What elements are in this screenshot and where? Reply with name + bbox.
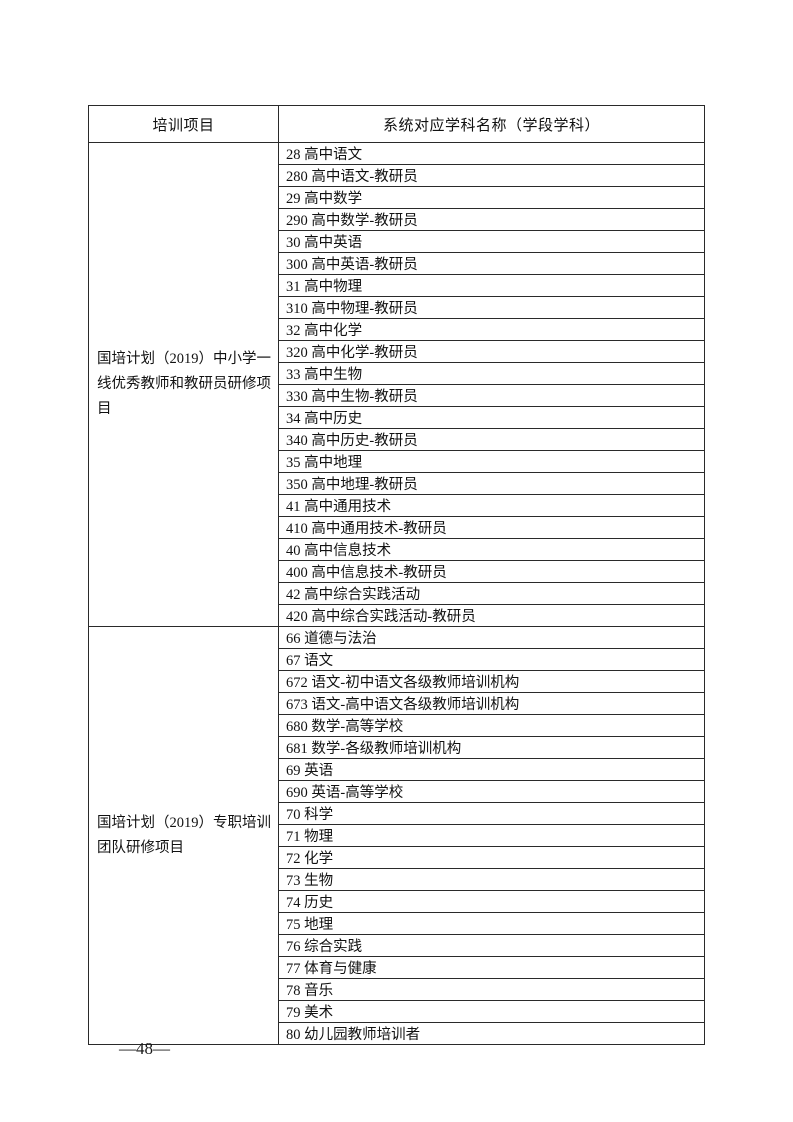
table-row: 35 高中地理	[89, 450, 705, 473]
subject-cell: 79 美术	[278, 1000, 705, 1023]
subject-cell: 70 科学	[278, 802, 705, 825]
subject-cell: 310 高中物理-教研员	[278, 296, 705, 319]
subject-cell: 30 高中英语	[278, 230, 705, 253]
subject-cell: 330 高中生物-教研员	[278, 384, 705, 407]
page-number: —48—	[119, 1039, 170, 1058]
header-cell-project: 培训项目	[88, 105, 279, 143]
table-row: 77 体育与健康	[89, 956, 705, 979]
table-row: 80 幼儿园教师培训者	[89, 1022, 705, 1045]
project-cell-section-1: 国培计划（2019）中小学一线优秀教师和教研员研修项目	[88, 142, 279, 627]
subject-cell: 400 高中信息技术-教研员	[278, 560, 705, 583]
header-cell-subject: 系统对应学科名称（学段学科）	[278, 105, 705, 143]
subject-cell: 66 道德与法治	[278, 626, 705, 649]
subject-cell: 673 语文-高中语文各级教师培训机构	[278, 692, 705, 715]
subject-cell: 35 高中地理	[278, 450, 705, 473]
table-row: 69 英语	[89, 758, 705, 781]
table-row: 76 综合实践	[89, 934, 705, 957]
table-row: 42 高中综合实践活动	[89, 582, 705, 605]
table-row: 320 高中化学-教研员	[89, 340, 705, 363]
subject-cell: 672 语文-初中语文各级教师培训机构	[278, 670, 705, 693]
table-header-row: 培训项目 系统对应学科名称（学段学科）	[88, 105, 705, 143]
subject-cell: 76 综合实践	[278, 934, 705, 957]
subject-cell: 77 体育与健康	[278, 956, 705, 979]
subject-cell: 28 高中语文	[278, 142, 705, 165]
table-row: 75 地理	[89, 912, 705, 935]
subject-cell: 300 高中英语-教研员	[278, 252, 705, 275]
subject-cell: 80 幼儿园教师培训者	[278, 1022, 705, 1045]
subject-cell: 72 化学	[278, 846, 705, 869]
table-row: 国培计划（2019）专职培训团队研修项目 66 道德与法治	[88, 626, 705, 1045]
subject-cell: 340 高中历史-教研员	[278, 428, 705, 451]
table-row: 410 高中通用技术-教研员	[89, 516, 705, 539]
subject-cell: 69 英语	[278, 758, 705, 781]
table-row: 300 高中英语-教研员	[89, 252, 705, 275]
subject-cell: 29 高中数学	[278, 186, 705, 209]
subject-cell: 690 英语-高等学校	[278, 780, 705, 803]
table-row: 40 高中信息技术	[89, 538, 705, 561]
subject-cell: 73 生物	[278, 868, 705, 891]
subject-cell: 67 语文	[278, 648, 705, 671]
subject-cell: 420 高中综合实践活动-教研员	[278, 604, 705, 627]
subject-cell: 410 高中通用技术-教研员	[278, 516, 705, 539]
subject-cell: 320 高中化学-教研员	[278, 340, 705, 363]
project-cell-section-2: 国培计划（2019）专职培训团队研修项目	[88, 626, 279, 1045]
subject-cell: 71 物理	[278, 824, 705, 847]
subject-cell: 680 数学-高等学校	[278, 714, 705, 737]
table-row: 672 语文-初中语文各级教师培训机构	[89, 670, 705, 693]
subject-cell: 75 地理	[278, 912, 705, 935]
subject-cell: 74 历史	[278, 890, 705, 913]
subject-cell: 78 音乐	[278, 978, 705, 1001]
subject-cell: 681 数学-各级教师培训机构	[278, 736, 705, 759]
table-row: 74 历史	[89, 890, 705, 913]
subject-cell: 41 高中通用技术	[278, 494, 705, 517]
table-row: 340 高中历史-教研员	[89, 428, 705, 451]
subject-cell: 33 高中生物	[278, 362, 705, 385]
subject-cell: 34 高中历史	[278, 406, 705, 429]
table-row: 41 高中通用技术	[89, 494, 705, 517]
subject-cell: 290 高中数学-教研员	[278, 208, 705, 231]
subject-cell: 350 高中地理-教研员	[278, 472, 705, 495]
training-subject-table: 培训项目 系统对应学科名称（学段学科） 国培计划（2019）中小学一线优秀教师和…	[88, 105, 705, 1045]
table-row: 国培计划（2019）中小学一线优秀教师和教研员研修项目 28 高中语文	[88, 142, 705, 627]
table-row: 420 高中综合实践活动-教研员	[89, 604, 705, 627]
subject-cell: 32 高中化学	[278, 318, 705, 341]
subject-cell: 42 高中综合实践活动	[278, 582, 705, 605]
subject-cell: 31 高中物理	[278, 274, 705, 297]
subject-cell: 280 高中语文-教研员	[278, 164, 705, 187]
subject-cell: 40 高中信息技术	[278, 538, 705, 561]
table-row: 73 生物	[89, 868, 705, 891]
